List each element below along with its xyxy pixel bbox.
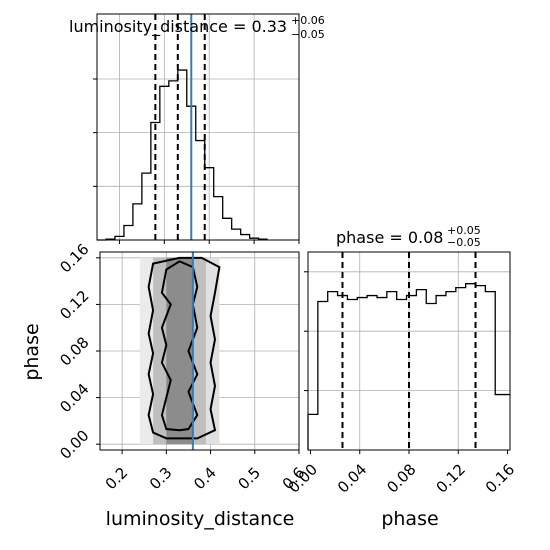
- density-cell: [139, 257, 154, 445]
- x-tick-label: 0.08: [383, 460, 419, 496]
- density-cell: [192, 257, 207, 445]
- x-tick-label: 0.5: [234, 464, 264, 494]
- histogram-step: [97, 69, 268, 241]
- title-lower-error: −0.05: [447, 236, 481, 249]
- luminosity-distance-title: luminosity_distance = 0.33: [69, 17, 287, 37]
- y-tick-label: 0.16: [56, 240, 92, 276]
- phase-title: phase = 0.08: [336, 228, 443, 247]
- y-tick-label: 0.04: [56, 380, 92, 416]
- luminosity-distance-histogram: luminosity_distance = 0.33 +0.06 −0.05: [69, 13, 325, 244]
- axes-frame: [96, 13, 300, 241]
- density-cell: [153, 257, 167, 445]
- title-lower-error: −0.05: [291, 28, 325, 41]
- phase-histogram: 0.00 0.04 0.08 0.12 0.16 phase = 0.08 +0.05 …: [285, 224, 518, 530]
- x-axis-label: luminosity_distance: [106, 508, 295, 530]
- x-axis-label: phase: [381, 508, 438, 530]
- y-tick-label: 0.08: [56, 333, 92, 369]
- x-tick-label: 0.12: [433, 460, 469, 496]
- x-tick-label: 0.3: [146, 464, 176, 494]
- y-tick-label: 0.00: [56, 426, 92, 462]
- title-upper-error: +0.06: [291, 14, 325, 27]
- x-tick-label: 0.16: [482, 460, 518, 496]
- y-tick-label: 0.12: [56, 287, 92, 323]
- x-tick-label: 0.4: [190, 464, 220, 494]
- y-axis-label: phase: [21, 323, 43, 380]
- joint-contour-panel: 0.2 0.3 0.4 0.5 0.60.000.040.080.120.16 lumi…: [21, 240, 308, 530]
- contour-line: [147, 256, 221, 440]
- x-tick-label: 0.04: [334, 460, 370, 496]
- title-upper-error: +0.05: [447, 224, 481, 237]
- x-tick-label: 0.2: [102, 464, 132, 494]
- contour-line: [160, 260, 199, 432]
